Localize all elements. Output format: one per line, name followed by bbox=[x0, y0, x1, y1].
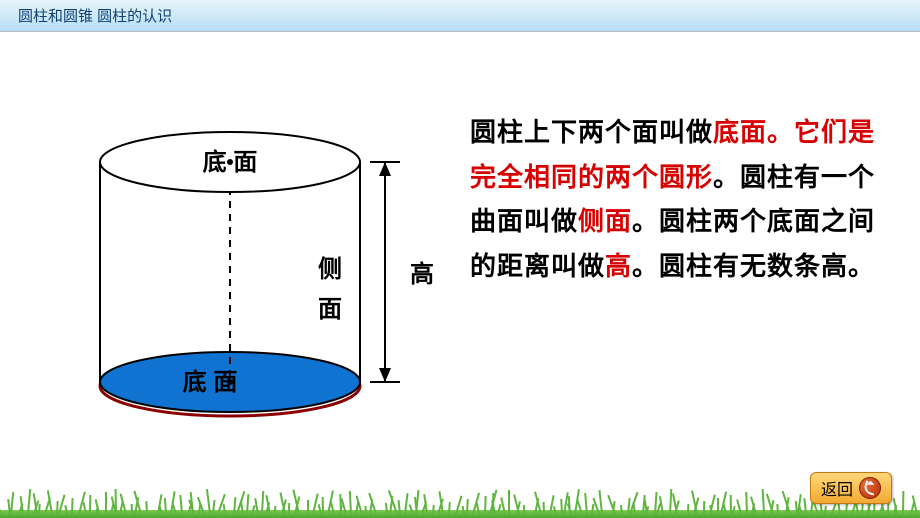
grass-base bbox=[0, 510, 920, 518]
text-segment: 。圆柱有无数条高。 bbox=[632, 251, 875, 281]
grass-blade bbox=[274, 506, 276, 514]
grass-blade bbox=[398, 500, 401, 514]
grass-blade bbox=[105, 492, 107, 514]
grass-blade bbox=[567, 496, 570, 514]
grass-blade bbox=[484, 496, 487, 514]
grass-blade bbox=[131, 504, 133, 514]
cylinder-svg: 底 面 底 面 侧 面 高 bbox=[30, 102, 450, 442]
grass-blade bbox=[385, 503, 388, 514]
grass-blade bbox=[349, 491, 352, 514]
grass-blade bbox=[164, 498, 167, 514]
cylinder-diagram: 底 面 底 面 侧 面 高 bbox=[0, 82, 460, 462]
text-segment: 。 bbox=[767, 117, 794, 147]
grass-blade bbox=[115, 489, 117, 514]
grass-blade bbox=[476, 503, 480, 514]
grass-blade bbox=[448, 502, 451, 514]
label-top-base: 底 面 bbox=[203, 148, 258, 176]
return-button[interactable]: 返回 bbox=[810, 472, 892, 504]
text-segment: 侧面 bbox=[578, 206, 632, 236]
return-label: 返回 bbox=[821, 476, 853, 500]
text-segment: 高 bbox=[605, 251, 632, 281]
grass-blade bbox=[89, 495, 91, 514]
grass-blade bbox=[543, 502, 545, 514]
grass-blade bbox=[71, 498, 74, 514]
grass-decoration bbox=[0, 480, 920, 518]
text-segment: 底面 bbox=[713, 117, 767, 147]
label-bottom-base: 底 面 bbox=[183, 368, 238, 396]
main-content: 底 面 底 面 侧 面 高 圆柱上下两个面叫做底面。它们是完全相同的两个圆形。圆… bbox=[0, 32, 920, 472]
label-lateral-2: 面 bbox=[318, 296, 342, 323]
text-segment: 。 bbox=[713, 162, 740, 192]
grass-blade bbox=[83, 502, 87, 514]
grass-blade bbox=[466, 499, 469, 514]
grass-blade bbox=[364, 506, 367, 514]
grass-blade bbox=[240, 501, 244, 514]
grass-blade bbox=[508, 490, 510, 514]
explanation-paragraph: 圆柱上下两个面叫做底面。它们是完全相同的两个圆形。圆柱有一个曲面叫做侧面。圆柱两… bbox=[470, 110, 885, 289]
grass-blade bbox=[180, 495, 184, 514]
grass-blade bbox=[322, 497, 324, 514]
grass-blade bbox=[523, 505, 525, 514]
label-lateral-1: 侧 bbox=[318, 255, 342, 283]
grass-blade bbox=[745, 492, 748, 514]
header-title: 圆柱和圆锥 圆柱的认识 bbox=[18, 5, 172, 26]
text-segment: 圆柱上下两个面叫做 bbox=[470, 117, 713, 147]
dim-arrow-bottom bbox=[379, 368, 391, 382]
grass-blade bbox=[777, 504, 780, 514]
explanation-text-zone: 圆柱上下两个面叫做底面。它们是完全相同的两个圆形。圆柱有一个曲面叫做侧面。圆柱两… bbox=[460, 32, 920, 472]
grass-blade bbox=[145, 501, 148, 514]
dim-arrow-top bbox=[379, 162, 391, 176]
grass-blade bbox=[717, 498, 719, 514]
return-icon bbox=[859, 477, 881, 499]
label-height: 高 bbox=[410, 260, 434, 288]
grass-blade bbox=[307, 500, 309, 514]
return-arrow-glyph bbox=[862, 480, 877, 495]
slide-header: 圆柱和圆锥 圆柱的认识 bbox=[0, 0, 920, 32]
